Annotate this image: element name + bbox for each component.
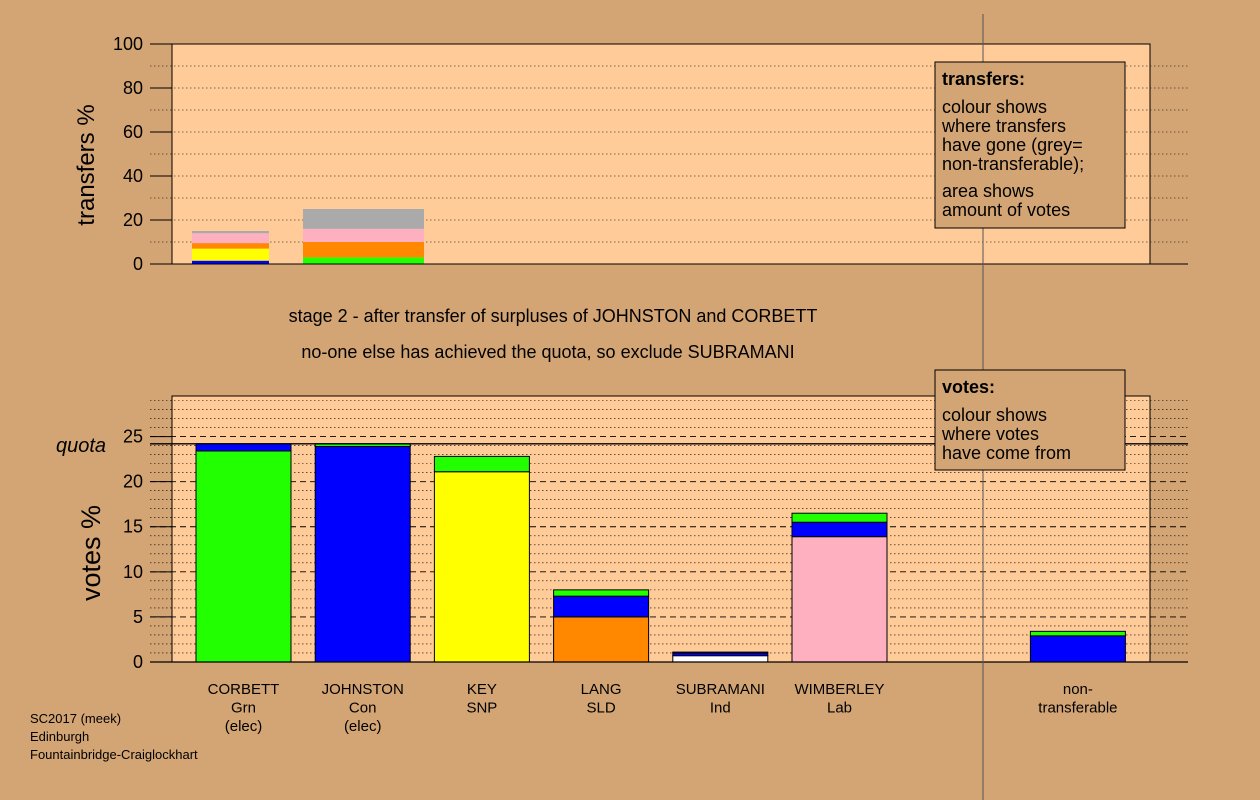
transfers-legend-line: area shows [942, 181, 1034, 201]
bar-non-segment-green [1029, 630, 1126, 637]
y-tick-label: 10 [123, 562, 143, 582]
election-name: SC2017 (meek) [30, 711, 121, 726]
stage-heading: stage 2 - after transfer of surpluses of… [289, 306, 818, 326]
transfers-bars [192, 209, 424, 264]
candidate-label-corbett: Grn [231, 700, 256, 717]
exclusion-heading: no-one else has achieved the quota, so e… [301, 342, 794, 362]
ward-name: Fountainbridge-Craiglockhart [30, 747, 198, 762]
candidate-label-lang: SLD [587, 700, 616, 717]
bar-lang-segment-blue [553, 595, 650, 618]
corbett-transfers-segment-orange [303, 242, 424, 258]
bar-corbett-segment-green [195, 450, 292, 663]
council-name: Edinburgh [30, 729, 89, 744]
candidate-label-lang: LANG [581, 681, 622, 698]
corbett-transfers-segment-green [303, 257, 424, 264]
transfers-legend-line: have gone (grey= [942, 135, 1083, 155]
y-tick-label: 0 [133, 254, 143, 274]
votes-legend-line: colour shows [942, 405, 1047, 425]
bar-lang-segment-orange [553, 616, 650, 663]
y-tick-label: 80 [123, 78, 143, 98]
votes-y-axis: 0 5 10 15 20 25 [123, 427, 172, 672]
candidate-label-key: SNP [466, 700, 497, 717]
candidate-label-wimberley: WIMBERLEY [794, 681, 884, 698]
bar-wimberley-segment-blue [791, 521, 888, 538]
candidate-label-corbett: CORBETT [208, 681, 280, 698]
transfers-legend-line: colour shows [942, 97, 1047, 117]
bar-subramani-segment-white [672, 655, 769, 663]
votes-bars [195, 443, 1126, 663]
y-tick-label: 25 [123, 427, 143, 447]
candidate-label-subramani: SUBRAMANI [676, 681, 765, 698]
y-tick-label: 5 [133, 607, 143, 627]
bar-corbett-segment-blue [195, 443, 292, 452]
bar-wimberley-segment-pink [791, 536, 888, 663]
transfers-y-label: transfers % [73, 104, 100, 225]
candidate-label-key: KEY [467, 681, 497, 698]
bar-lang-segment-green [553, 589, 650, 597]
transfers-legend: transfers: colour shows where transfers … [934, 61, 1126, 229]
y-tick-label: 20 [123, 210, 143, 230]
transfers-legend-line: non-transferable); [942, 154, 1084, 174]
y-tick-label: 20 [123, 472, 143, 492]
votes-legend-title: votes: [942, 377, 995, 397]
bar-key-segment-yellow [433, 471, 530, 663]
transfers-legend-title: transfers: [942, 69, 1025, 89]
quota-label: quota [56, 435, 106, 457]
y-tick-label: 40 [123, 166, 143, 186]
bar-subramani-segment-green [672, 651, 769, 654]
bar-non-segment-blue [1029, 635, 1126, 663]
transfers-legend-line: amount of votes [942, 200, 1070, 220]
y-tick-label: 0 [133, 652, 143, 672]
election-info: SC2017 (meek) Edinburgh Fountainbridge-C… [30, 711, 198, 762]
johnston-transfers-segment-orange [192, 243, 269, 249]
votes-legend-line: where votes [941, 424, 1039, 444]
bar-wimberley-segment-green [791, 512, 888, 523]
candidate-label-non: transferable [1038, 700, 1117, 717]
votes-y-label: votes % [76, 505, 106, 601]
y-tick-label: 60 [123, 122, 143, 142]
johnston-transfers-segment-grey [192, 231, 269, 234]
candidate-label-wimberley: Lab [827, 700, 852, 717]
corbett-transfers-segment-pink [303, 228, 424, 242]
bar-johnston-segment-blue [314, 445, 411, 663]
y-tick-label: 15 [123, 517, 143, 537]
candidate-label-johnston: (elec) [344, 718, 382, 735]
votes-legend: votes: colour shows where votes have com… [934, 369, 1126, 471]
candidate-label-johnston: JOHNSTON [322, 681, 404, 698]
transfers-legend-line: where transfers [941, 116, 1066, 136]
candidate-label-corbett: (elec) [225, 718, 263, 735]
corbett-transfers-segment-grey [303, 209, 424, 229]
candidate-label-non: non- [1063, 681, 1093, 698]
candidate-label-johnston: Con [349, 700, 377, 717]
johnston-transfers-segment-pink [192, 233, 269, 244]
johnston-transfers-segment-yellow [192, 248, 269, 261]
johnston-transfers-segment-blue [192, 260, 269, 264]
y-tick-label: 100 [113, 34, 143, 54]
candidate-labels: CORBETTGrn(elec)JOHNSTONCon(elec)KEYSNPL… [208, 681, 1118, 735]
votes-legend-line: have come from [942, 443, 1071, 463]
bar-key-segment-green [433, 455, 530, 473]
candidate-label-subramani: Ind [710, 700, 731, 717]
